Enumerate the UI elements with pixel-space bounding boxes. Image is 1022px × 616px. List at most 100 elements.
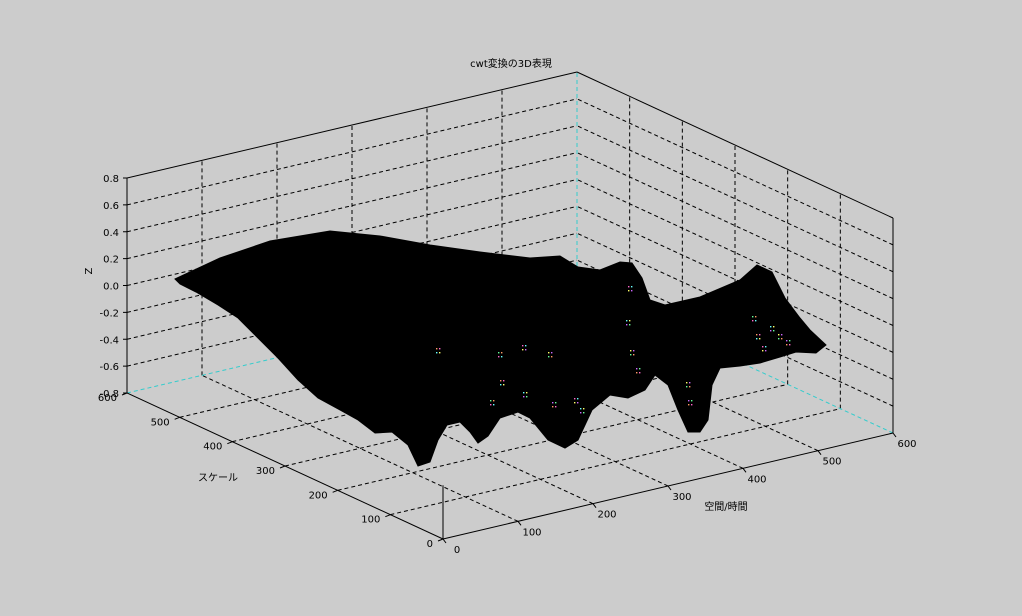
speckle-1-0 xyxy=(626,320,628,322)
speckle-20-3 xyxy=(781,338,783,340)
rightwall-grid-z-3 xyxy=(576,179,894,326)
y-tick-mark-1 xyxy=(385,514,391,518)
x-tick-label: 500 xyxy=(822,457,841,468)
speckle-17-1 xyxy=(759,334,761,336)
speckle-2-2 xyxy=(630,354,632,356)
speckle-17-3 xyxy=(759,338,761,340)
z-tick-label: -0.6 xyxy=(99,362,119,373)
speckle-4-2 xyxy=(498,356,500,358)
speckle-16-2 xyxy=(752,320,754,322)
y-axis-label: スケール xyxy=(198,472,238,484)
y-tick-label: 500 xyxy=(151,417,170,428)
z-tick-label: 0.4 xyxy=(103,228,119,239)
backwall-grid-z-6 xyxy=(126,98,578,206)
speckle-11-3 xyxy=(439,352,441,354)
speckle-9-1 xyxy=(555,402,557,404)
speckle-14-1 xyxy=(689,382,691,384)
speckle-19-2 xyxy=(770,330,772,332)
cwt-surface xyxy=(174,230,827,467)
speckle-7-3 xyxy=(526,396,528,398)
x-tick-mark-4 xyxy=(742,468,747,473)
speckle-14-0 xyxy=(686,382,688,384)
chart-title: cwt変換の3D表現 xyxy=(470,57,552,70)
speckle-20-1 xyxy=(781,334,783,336)
speckle-5-1 xyxy=(503,380,505,382)
speckle-20-0 xyxy=(778,334,780,336)
speckle-10-2 xyxy=(490,404,492,406)
x-tick-label: 600 xyxy=(897,439,916,450)
speckle-19-3 xyxy=(773,330,775,332)
y-tick-mark-2 xyxy=(332,489,338,493)
z-tick-label: 0.0 xyxy=(103,282,119,293)
speckle-20-2 xyxy=(778,338,780,340)
speckle-3-2 xyxy=(636,372,638,374)
speckle-3-0 xyxy=(636,368,638,370)
speckle-8-3 xyxy=(551,356,553,358)
speckle-0-1 xyxy=(631,286,633,288)
speckle-13-0 xyxy=(580,408,582,410)
speckle-10-0 xyxy=(490,400,492,402)
speckle-18-0 xyxy=(762,346,764,348)
y-tick-mark-3 xyxy=(279,465,286,469)
x-tick-label: 300 xyxy=(672,492,691,503)
speckle-2-3 xyxy=(633,354,635,356)
rightwall-grid-z-1 xyxy=(576,232,894,380)
speckle-0-2 xyxy=(628,290,630,292)
rightwall-grid-z-6 xyxy=(576,98,894,246)
x-tick-mark-5 xyxy=(817,450,822,455)
x-tick-mark-2 xyxy=(592,503,597,508)
x-tick-mark-3 xyxy=(667,485,672,491)
y-tick-label: 400 xyxy=(203,442,222,453)
x-tick-label: 200 xyxy=(597,510,616,521)
y-tick-label: 300 xyxy=(256,466,275,477)
speckle-1-2 xyxy=(626,324,628,326)
x-tick-label: 400 xyxy=(747,474,766,485)
speckle-8-2 xyxy=(548,356,550,358)
z-tick-label: 0.6 xyxy=(103,201,119,212)
speckle-18-3 xyxy=(765,350,767,352)
speckle-3-3 xyxy=(639,372,641,374)
speckle-13-3 xyxy=(583,412,585,414)
speckle-21-0 xyxy=(786,340,788,342)
speckle-6-3 xyxy=(525,349,527,351)
speckle-6-0 xyxy=(522,345,524,347)
speckle-12-2 xyxy=(574,402,576,404)
speckle-16-0 xyxy=(752,316,754,318)
y-tick-mark-5 xyxy=(174,416,180,420)
speckle-15-1 xyxy=(691,400,693,402)
z-tick-label: 0.2 xyxy=(103,255,119,266)
x-tick-label: 100 xyxy=(522,527,541,538)
speckle-7-1 xyxy=(526,392,528,394)
speckle-11-1 xyxy=(439,348,441,350)
speckle-15-2 xyxy=(688,404,690,406)
speckle-1-3 xyxy=(629,324,631,326)
speckle-21-2 xyxy=(786,344,788,346)
x-tick-mark-1 xyxy=(517,521,522,526)
y-tick-mark-4 xyxy=(227,441,233,445)
speckle-12-3 xyxy=(577,402,579,404)
y-tick-mark-0 xyxy=(437,538,444,542)
speckle-6-1 xyxy=(525,345,527,347)
surface-layer xyxy=(174,230,827,467)
speckle-1-1 xyxy=(629,320,631,322)
speckle-18-1 xyxy=(765,346,767,348)
speckle-19-1 xyxy=(773,326,775,328)
speckle-19-0 xyxy=(770,326,772,328)
speckle-4-3 xyxy=(501,356,503,358)
speckle-2-1 xyxy=(633,350,635,352)
speckle-5-2 xyxy=(500,384,502,386)
floor-grid-y-0 xyxy=(390,408,841,516)
speckle-9-0 xyxy=(552,402,554,404)
speckle-14-3 xyxy=(689,386,691,388)
rightwall-grid-z-4 xyxy=(576,152,894,300)
backwall-grid-z-5 xyxy=(126,125,578,233)
rightwall-grid-z-5 xyxy=(576,125,894,273)
speckle-4-0 xyxy=(498,352,500,354)
speckle-15-3 xyxy=(691,404,693,406)
speckle-0-0 xyxy=(628,286,630,288)
speckle-15-0 xyxy=(688,400,690,402)
speckle-21-3 xyxy=(789,344,791,346)
y-tick-label: 200 xyxy=(309,490,328,501)
